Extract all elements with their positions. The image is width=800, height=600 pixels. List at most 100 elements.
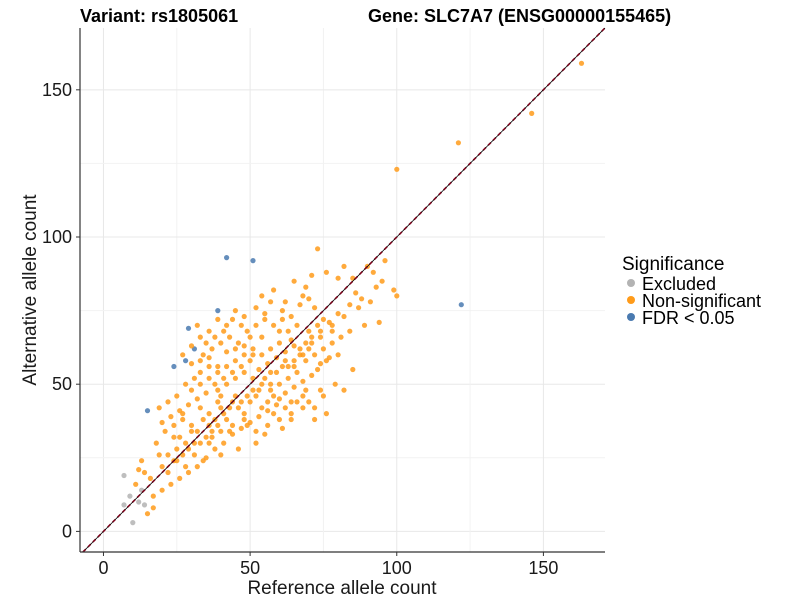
point-non-significant-156 bbox=[320, 346, 326, 352]
point-non-significant-59 bbox=[224, 349, 230, 355]
point-non-significant-63 bbox=[188, 361, 195, 367]
point-non-significant-230 bbox=[232, 346, 238, 352]
point-non-significant-210 bbox=[312, 416, 318, 423]
point-non-significant-193 bbox=[317, 387, 324, 393]
point-non-significant-135 bbox=[168, 414, 174, 420]
point-non-significant-132 bbox=[194, 396, 200, 402]
point-non-significant-150 bbox=[268, 387, 274, 393]
point-fdr-0-05-6 bbox=[171, 363, 177, 370]
point-non-significant-44 bbox=[335, 352, 341, 358]
point-non-significant-137 bbox=[153, 440, 159, 446]
point-excluded-2 bbox=[127, 493, 133, 499]
point-non-significant-235 bbox=[273, 369, 280, 375]
point-non-significant-223 bbox=[203, 340, 209, 346]
point-non-significant-239 bbox=[309, 340, 315, 346]
gridlines bbox=[80, 28, 605, 552]
point-non-significant-187 bbox=[265, 399, 271, 405]
point-non-significant-212 bbox=[294, 322, 300, 328]
point-non-significant-81 bbox=[320, 393, 326, 399]
point-non-significant-6 bbox=[382, 258, 388, 264]
point-non-significant-48 bbox=[341, 387, 347, 393]
point-non-significant-107 bbox=[212, 446, 218, 452]
point-non-significant-116 bbox=[291, 384, 297, 390]
point-non-significant-88 bbox=[235, 446, 241, 452]
point-non-significant-190 bbox=[288, 399, 294, 405]
point-non-significant-45 bbox=[350, 366, 356, 373]
point-non-significant-100 bbox=[159, 487, 165, 493]
point-non-significant-203 bbox=[229, 422, 236, 428]
tick-labels: 0 50 100 150 0 50 100 150 bbox=[42, 80, 558, 578]
legend-swatch-non-significant bbox=[627, 296, 635, 304]
point-non-significant-112 bbox=[256, 414, 262, 420]
point-non-significant-157 bbox=[329, 340, 335, 346]
point-non-significant-238 bbox=[300, 352, 306, 358]
point-non-significant-85 bbox=[262, 431, 268, 437]
point-non-significant-83 bbox=[279, 425, 285, 431]
y-axis-title: Alternative allele count bbox=[20, 194, 41, 386]
point-non-significant-67 bbox=[259, 405, 265, 411]
point-non-significant-216 bbox=[276, 340, 282, 346]
point-fdr-0-05-5 bbox=[183, 358, 189, 364]
point-non-significant-201 bbox=[206, 440, 212, 446]
point-non-significant-16 bbox=[309, 272, 315, 278]
point-non-significant-166 bbox=[227, 334, 233, 340]
point-non-significant-141 bbox=[188, 387, 195, 393]
point-non-significant-175 bbox=[141, 469, 148, 476]
x-tick-label-0: 0 bbox=[98, 558, 108, 578]
point-non-significant-140 bbox=[180, 416, 186, 423]
point-non-significant-37 bbox=[253, 305, 259, 311]
point-non-significant-131 bbox=[203, 390, 209, 396]
point-non-significant-11 bbox=[353, 290, 359, 296]
point-non-significant-228 bbox=[250, 346, 256, 352]
point-non-significant-170 bbox=[191, 375, 197, 381]
point-non-significant-126 bbox=[256, 366, 262, 373]
point-non-significant-195 bbox=[200, 416, 206, 423]
point-non-significant-176 bbox=[133, 481, 139, 487]
point-non-significant-174 bbox=[156, 405, 162, 411]
point-non-significant-136 bbox=[159, 419, 165, 426]
point-non-significant-138 bbox=[162, 428, 168, 434]
point-non-significant-14 bbox=[315, 246, 321, 252]
point-non-significant-197 bbox=[177, 434, 183, 440]
point-non-significant-119 bbox=[317, 361, 324, 367]
point-non-significant-237 bbox=[291, 363, 297, 370]
point-non-significant-97 bbox=[156, 452, 162, 458]
point-fdr-0-05-1 bbox=[250, 258, 256, 264]
legend-swatch-fdr bbox=[627, 313, 635, 321]
point-non-significant-118 bbox=[309, 372, 315, 378]
point-non-significant-64 bbox=[285, 375, 291, 381]
point-non-significant-36 bbox=[262, 311, 268, 317]
point-non-significant-180 bbox=[206, 411, 212, 417]
point-non-significant-253 bbox=[203, 434, 209, 440]
point-non-significant-168 bbox=[209, 346, 215, 352]
point-non-significant-151 bbox=[276, 381, 282, 387]
point-non-significant-217 bbox=[285, 328, 291, 334]
axes bbox=[76, 28, 605, 556]
point-non-significant-2 bbox=[455, 140, 461, 146]
point-non-significant-47 bbox=[332, 381, 338, 387]
point-non-significant-209 bbox=[300, 405, 306, 411]
point-non-significant-74 bbox=[197, 405, 203, 411]
point-non-significant-251 bbox=[191, 452, 197, 458]
point-non-significant-69 bbox=[241, 411, 247, 417]
point-non-significant-38 bbox=[241, 313, 247, 320]
point-non-significant-60 bbox=[215, 363, 221, 370]
point-non-significant-15 bbox=[323, 269, 329, 275]
point-non-significant-159 bbox=[347, 328, 353, 334]
point-non-significant-144 bbox=[215, 387, 221, 393]
point-non-significant-68 bbox=[250, 387, 256, 393]
point-non-significant-215 bbox=[329, 328, 335, 334]
point-non-significant-200 bbox=[194, 428, 200, 434]
point-non-significant-160 bbox=[235, 340, 241, 346]
identity-reference-line-overlay bbox=[82, 27, 606, 553]
point-non-significant-56 bbox=[250, 352, 256, 358]
plot-title-variant: Variant: rs1805061 bbox=[80, 6, 238, 26]
point-non-significant-249 bbox=[180, 452, 186, 458]
point-non-significant-121 bbox=[212, 381, 218, 387]
point-non-significant-24 bbox=[259, 293, 265, 299]
point-non-significant-12 bbox=[359, 296, 365, 302]
y-tick-label-50: 50 bbox=[52, 374, 72, 394]
point-non-significant-169 bbox=[200, 352, 206, 358]
point-non-significant-247 bbox=[165, 452, 171, 458]
point-non-significant-224 bbox=[194, 322, 200, 328]
